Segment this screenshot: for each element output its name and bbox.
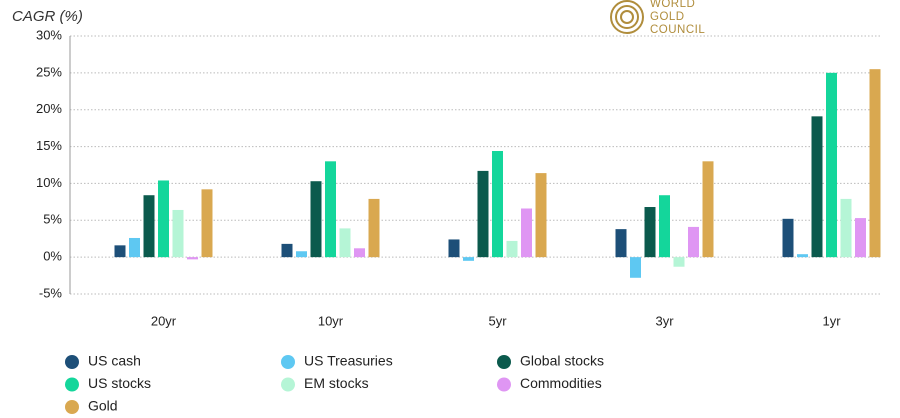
legend-swatch <box>497 355 511 369</box>
bar <box>172 209 184 258</box>
bar <box>114 245 126 258</box>
bar <box>615 229 627 258</box>
y-tick-label: 20% <box>36 101 62 116</box>
y-tick-label: 15% <box>36 138 62 153</box>
bar <box>325 161 336 258</box>
bar <box>187 257 198 260</box>
bar <box>368 198 380 258</box>
legend-swatch <box>65 377 79 392</box>
bar <box>201 189 213 258</box>
bar <box>477 170 489 258</box>
legend-swatch <box>65 355 79 369</box>
logo-text: COUNCIL <box>650 24 705 36</box>
bar <box>129 237 140 258</box>
bar <box>644 207 656 258</box>
y-tick-label: 5% <box>43 212 62 227</box>
chart-title: CAGR (%) <box>12 8 83 25</box>
bar <box>492 150 503 258</box>
bar <box>281 243 293 258</box>
y-tick-label: 0% <box>43 249 62 264</box>
legend-label: Gold <box>88 398 118 414</box>
bar <box>354 248 365 258</box>
logo-text: WORLD <box>650 0 695 10</box>
bar <box>339 228 351 258</box>
y-tick-label: 30% <box>36 27 62 42</box>
bar <box>310 181 322 258</box>
bar <box>463 257 474 261</box>
bar <box>826 72 837 258</box>
legend-label: US stocks <box>88 375 151 391</box>
logo <box>607 0 647 37</box>
x-tick-label: 10yr <box>318 313 344 328</box>
logo-ring <box>620 10 634 24</box>
legend-label: US Treasuries <box>304 353 393 369</box>
bar <box>702 161 714 258</box>
bar <box>158 180 169 258</box>
legend-swatch <box>281 355 295 369</box>
bar <box>688 226 699 258</box>
bar <box>797 254 808 258</box>
logo-ring <box>615 5 639 29</box>
bar <box>521 208 532 258</box>
x-tick-label: 1yr <box>822 313 841 328</box>
legend-swatch <box>497 377 511 392</box>
legend-swatch <box>281 377 295 392</box>
logo-text: GOLD <box>650 11 685 23</box>
bar <box>448 239 460 258</box>
bar <box>296 251 307 258</box>
bar <box>673 257 685 267</box>
bar <box>855 218 866 258</box>
bar <box>659 195 670 258</box>
bar <box>630 257 641 278</box>
legend-label: EM stocks <box>304 375 369 391</box>
x-tick-label: 3yr <box>655 313 674 328</box>
bar <box>869 69 881 258</box>
bar <box>535 173 547 258</box>
y-tick-label: -5% <box>39 285 63 300</box>
x-tick-label: 20yr <box>151 313 177 328</box>
bar <box>506 240 518 258</box>
bar <box>811 116 823 258</box>
legend-label: US cash <box>88 353 141 369</box>
bar <box>782 218 794 258</box>
legend-label: Commodities <box>520 375 602 391</box>
legend-label: Global stocks <box>520 353 604 369</box>
legend-swatch <box>65 400 79 414</box>
logo-ring <box>610 0 644 34</box>
bar <box>143 195 155 258</box>
x-tick-label: 5yr <box>488 313 507 328</box>
y-tick-label: 10% <box>36 175 62 190</box>
bar <box>840 198 852 258</box>
y-tick-label: 25% <box>36 64 62 79</box>
